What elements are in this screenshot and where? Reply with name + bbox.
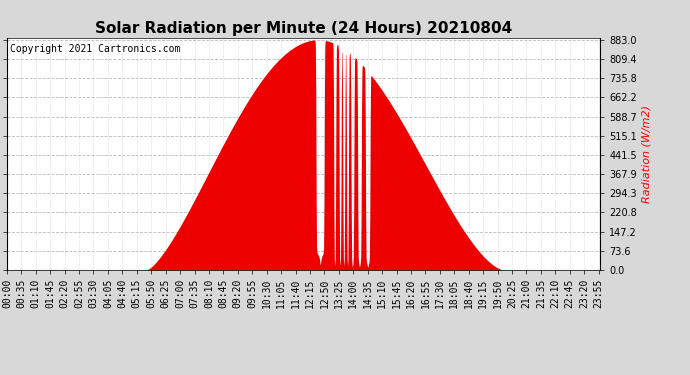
Text: Copyright 2021 Cartronics.com: Copyright 2021 Cartronics.com — [10, 45, 180, 54]
Title: Solar Radiation per Minute (24 Hours) 20210804: Solar Radiation per Minute (24 Hours) 20… — [95, 21, 512, 36]
Y-axis label: Radiation (W/m2): Radiation (W/m2) — [641, 105, 651, 203]
